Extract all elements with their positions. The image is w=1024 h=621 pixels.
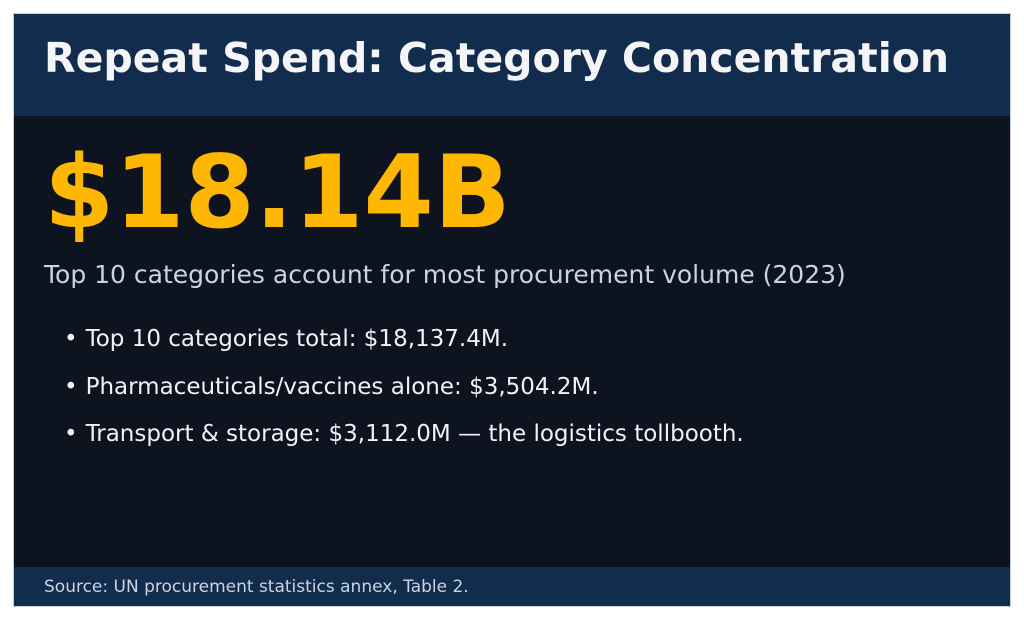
bullet-icon: • [64,373,78,400]
source-note: Source: UN procurement statistics annex,… [44,577,469,597]
footer-band: Source: UN procurement statistics annex,… [14,567,1010,606]
bullet-icon: • [64,326,78,352]
header-band: Repeat Spend: Category Concentration [14,14,1010,116]
subtitle: Top 10 categories account for most procu… [44,260,846,289]
bullet-item: • Transport & storage: $3,112.0M — the lo… [64,421,744,469]
bullet-item: • Top 10 categories total: $18,137.4M. [64,326,744,374]
bullet-icon: • [64,421,78,447]
bullet-list: • Top 10 categories total: $18,137.4M. • P… [64,326,744,469]
bullet-item: • Pharmaceuticals/vaccines alone: $3,504.… [64,374,744,422]
bullet-text: Transport & storage: $3,112.0M — the log… [85,421,744,447]
slide: Repeat Spend: Category Concentration $18… [13,13,1011,607]
bullet-text: Pharmaceuticals/vaccines alone: $3,504.2… [85,373,599,400]
bullet-text: Top 10 categories total: $18,137.4M. [85,326,509,352]
slide-title: Repeat Spend: Category Concentration [44,34,950,82]
headline-value: $18.14B [44,133,511,251]
